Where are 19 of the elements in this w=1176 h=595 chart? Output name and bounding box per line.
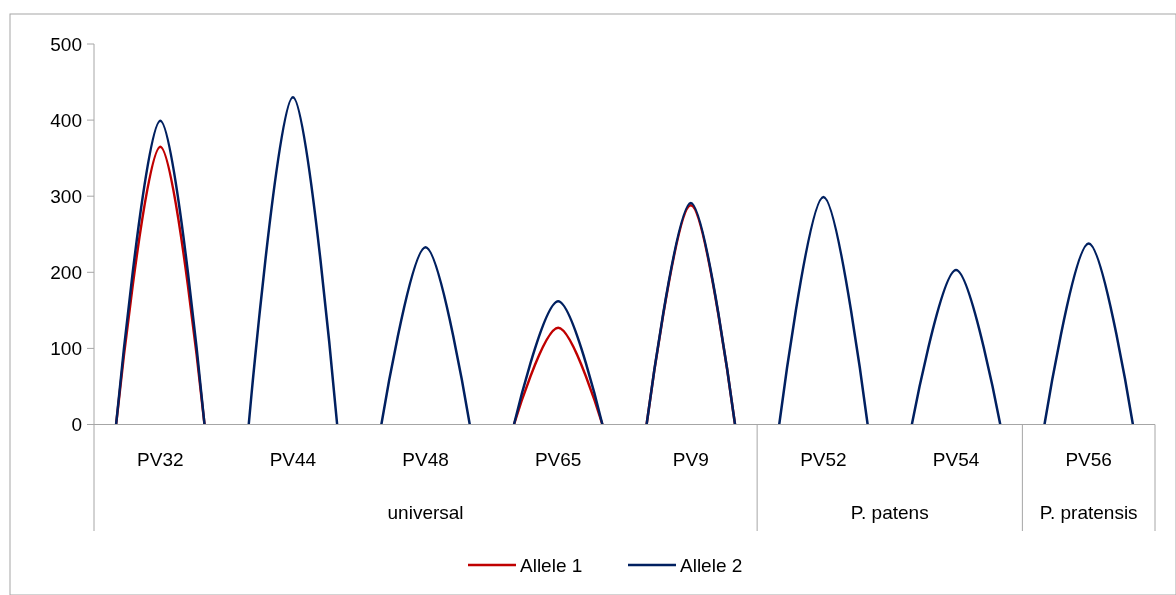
- y-tick-label: 100: [50, 338, 82, 360]
- x-tick-label: PV56: [1065, 449, 1112, 470]
- x-tick-label: PV44: [269, 449, 317, 470]
- x-tick-label: PV52: [800, 449, 847, 470]
- y-tick-label: 500: [50, 33, 82, 55]
- legend-label: Allele 2: [680, 554, 743, 576]
- x-tick-label: PV54: [932, 449, 980, 470]
- y-tick-label: 200: [50, 261, 82, 283]
- x-tick-label: PV48: [402, 449, 449, 470]
- y-tick-label: 400: [50, 109, 82, 131]
- x-tick-label: PV65: [534, 449, 582, 470]
- text: P. patens: [850, 502, 929, 523]
- text: P. pratensis: [1039, 502, 1138, 523]
- y-tick-label: 0: [71, 414, 82, 436]
- x-tick-label: PV9: [672, 449, 709, 470]
- legend-label: Allele 1: [520, 554, 583, 576]
- y-tick-label: 300: [50, 185, 82, 207]
- text: universal: [387, 502, 464, 523]
- x-tick-label: PV32: [137, 449, 184, 470]
